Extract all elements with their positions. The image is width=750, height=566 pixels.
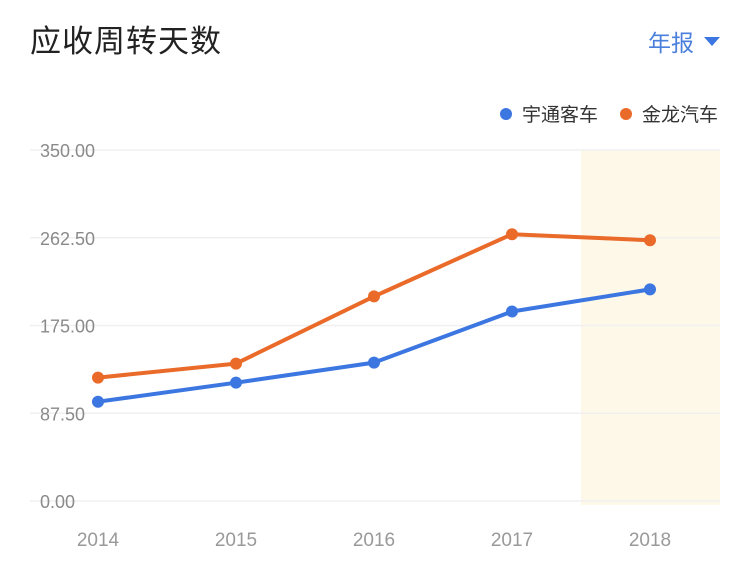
- period-selector[interactable]: 年报: [648, 24, 720, 58]
- period-selector-label: 年报: [648, 31, 694, 57]
- data-point[interactable]: [644, 234, 656, 247]
- y-tick-label: 87.50: [40, 404, 85, 424]
- x-tick-label: 2014: [77, 530, 120, 551]
- caret-down-icon: [704, 36, 720, 46]
- y-tick-label: 262.50: [40, 229, 95, 249]
- highlight-band: [581, 150, 720, 505]
- data-point[interactable]: [368, 356, 380, 369]
- series-line-1: [96, 232, 652, 380]
- y-tick-label: 0.00: [40, 492, 75, 512]
- data-point[interactable]: [92, 395, 104, 408]
- legend-label: 金龙汽车: [641, 104, 718, 126]
- series-dot-icon: [619, 107, 632, 120]
- y-tick-label: 350.00: [40, 141, 95, 161]
- series-dot-icon: [499, 107, 512, 120]
- legend-item-yutong[interactable]: 宇通客车: [499, 100, 598, 127]
- data-point[interactable]: [368, 290, 380, 303]
- data-point[interactable]: [644, 283, 656, 296]
- x-tick-label: 2016: [353, 530, 395, 551]
- x-tick-label: 2015: [215, 530, 257, 551]
- data-point[interactable]: [92, 371, 104, 384]
- data-point[interactable]: [230, 376, 242, 389]
- chart-legend: 宇通客车 金龙汽车: [499, 100, 718, 127]
- chart-title: 应收周转天数: [30, 24, 222, 60]
- y-tick-label: 175.00: [40, 317, 95, 337]
- legend-item-jinlong[interactable]: 金龙汽车: [619, 100, 718, 127]
- data-point[interactable]: [230, 357, 242, 370]
- x-tick-label: 2017: [491, 530, 533, 551]
- data-point[interactable]: [506, 228, 518, 241]
- series-line-0: [96, 287, 652, 404]
- data-point[interactable]: [506, 305, 518, 318]
- x-tick-label: 2018: [629, 530, 671, 551]
- legend-label: 宇通客车: [521, 104, 598, 126]
